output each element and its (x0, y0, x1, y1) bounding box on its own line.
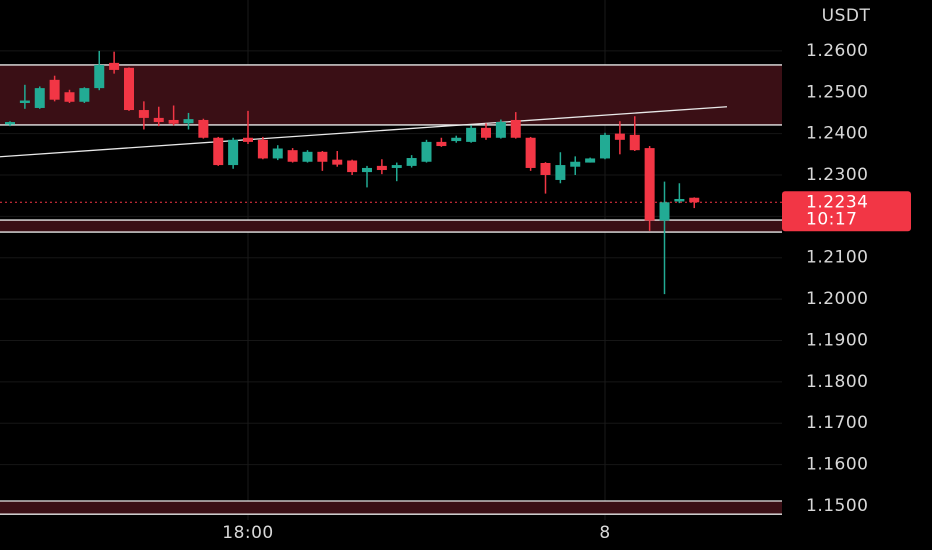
candle-body (629, 134, 640, 151)
y-tick-label: 1.1800 (806, 372, 868, 392)
candle-body (689, 197, 700, 203)
y-tick-label: 1.2400 (806, 124, 868, 144)
y-tick-label: 1.2000 (806, 289, 868, 309)
candle-body (153, 117, 164, 123)
candle-body (49, 79, 60, 100)
y-tick-label: 1.2300 (806, 165, 868, 185)
candle-body (466, 127, 477, 142)
candle-body (79, 88, 90, 102)
price-badge-countdown: 10:17 (806, 209, 858, 229)
candle-body (332, 159, 343, 165)
unit-label: USDT (822, 6, 871, 26)
candle-body (287, 150, 298, 162)
candle-body (436, 141, 447, 147)
candle-body (391, 165, 402, 168)
candle-body (510, 119, 521, 138)
y-tick-label: 1.2500 (806, 82, 868, 102)
candle-body (138, 110, 149, 118)
candle-body (317, 151, 328, 162)
candle-body (272, 148, 283, 159)
candle-body (302, 151, 313, 162)
candle-body (243, 137, 253, 142)
candle-body (570, 161, 581, 167)
candle-body (406, 158, 417, 166)
candle-body (362, 167, 372, 173)
price-badge (782, 191, 911, 232)
zone (0, 64, 782, 125)
candle-body (183, 119, 194, 124)
candle-body (198, 119, 209, 138)
candle-body (451, 137, 462, 142)
candle-body (168, 119, 179, 124)
candle-body (555, 165, 566, 180)
y-tick-label: 1.1700 (806, 413, 868, 433)
candle-body (376, 165, 387, 171)
y-tick-label: 1.1600 (806, 455, 868, 475)
candle-body (659, 202, 670, 221)
candle-body (34, 88, 45, 108)
price-badge-value: 1.2234 (806, 192, 868, 212)
y-tick-label: 1.2600 (806, 41, 868, 61)
y-tick-label: 1.2100 (806, 248, 868, 268)
trendline (0, 106, 728, 158)
candle-body (495, 122, 506, 138)
y-tick-label: 1.1900 (806, 330, 868, 350)
zone (0, 500, 782, 515)
candle-body (5, 122, 15, 125)
x-tick-label: 18:00 (222, 523, 274, 543)
candle-body (19, 100, 30, 104)
candle-body (228, 139, 239, 166)
zone (0, 220, 782, 233)
candle-body (481, 127, 491, 138)
candle-body (525, 137, 536, 168)
y-tick-label: 1.1500 (806, 496, 868, 516)
candle-body (644, 148, 655, 221)
candle-body (109, 62, 120, 70)
candle-body (614, 133, 625, 140)
candle-body (213, 137, 224, 166)
candle-body (257, 139, 268, 159)
candle-body (585, 158, 596, 163)
candle-body (600, 134, 610, 159)
candle-body (64, 92, 75, 102)
candle-body (421, 141, 432, 162)
candle-body (347, 160, 358, 173)
candle-body (674, 198, 685, 202)
candle-body (124, 67, 134, 111)
candle-body (540, 162, 551, 175)
x-tick-label: 8 (599, 523, 610, 543)
candle-body (94, 64, 105, 89)
